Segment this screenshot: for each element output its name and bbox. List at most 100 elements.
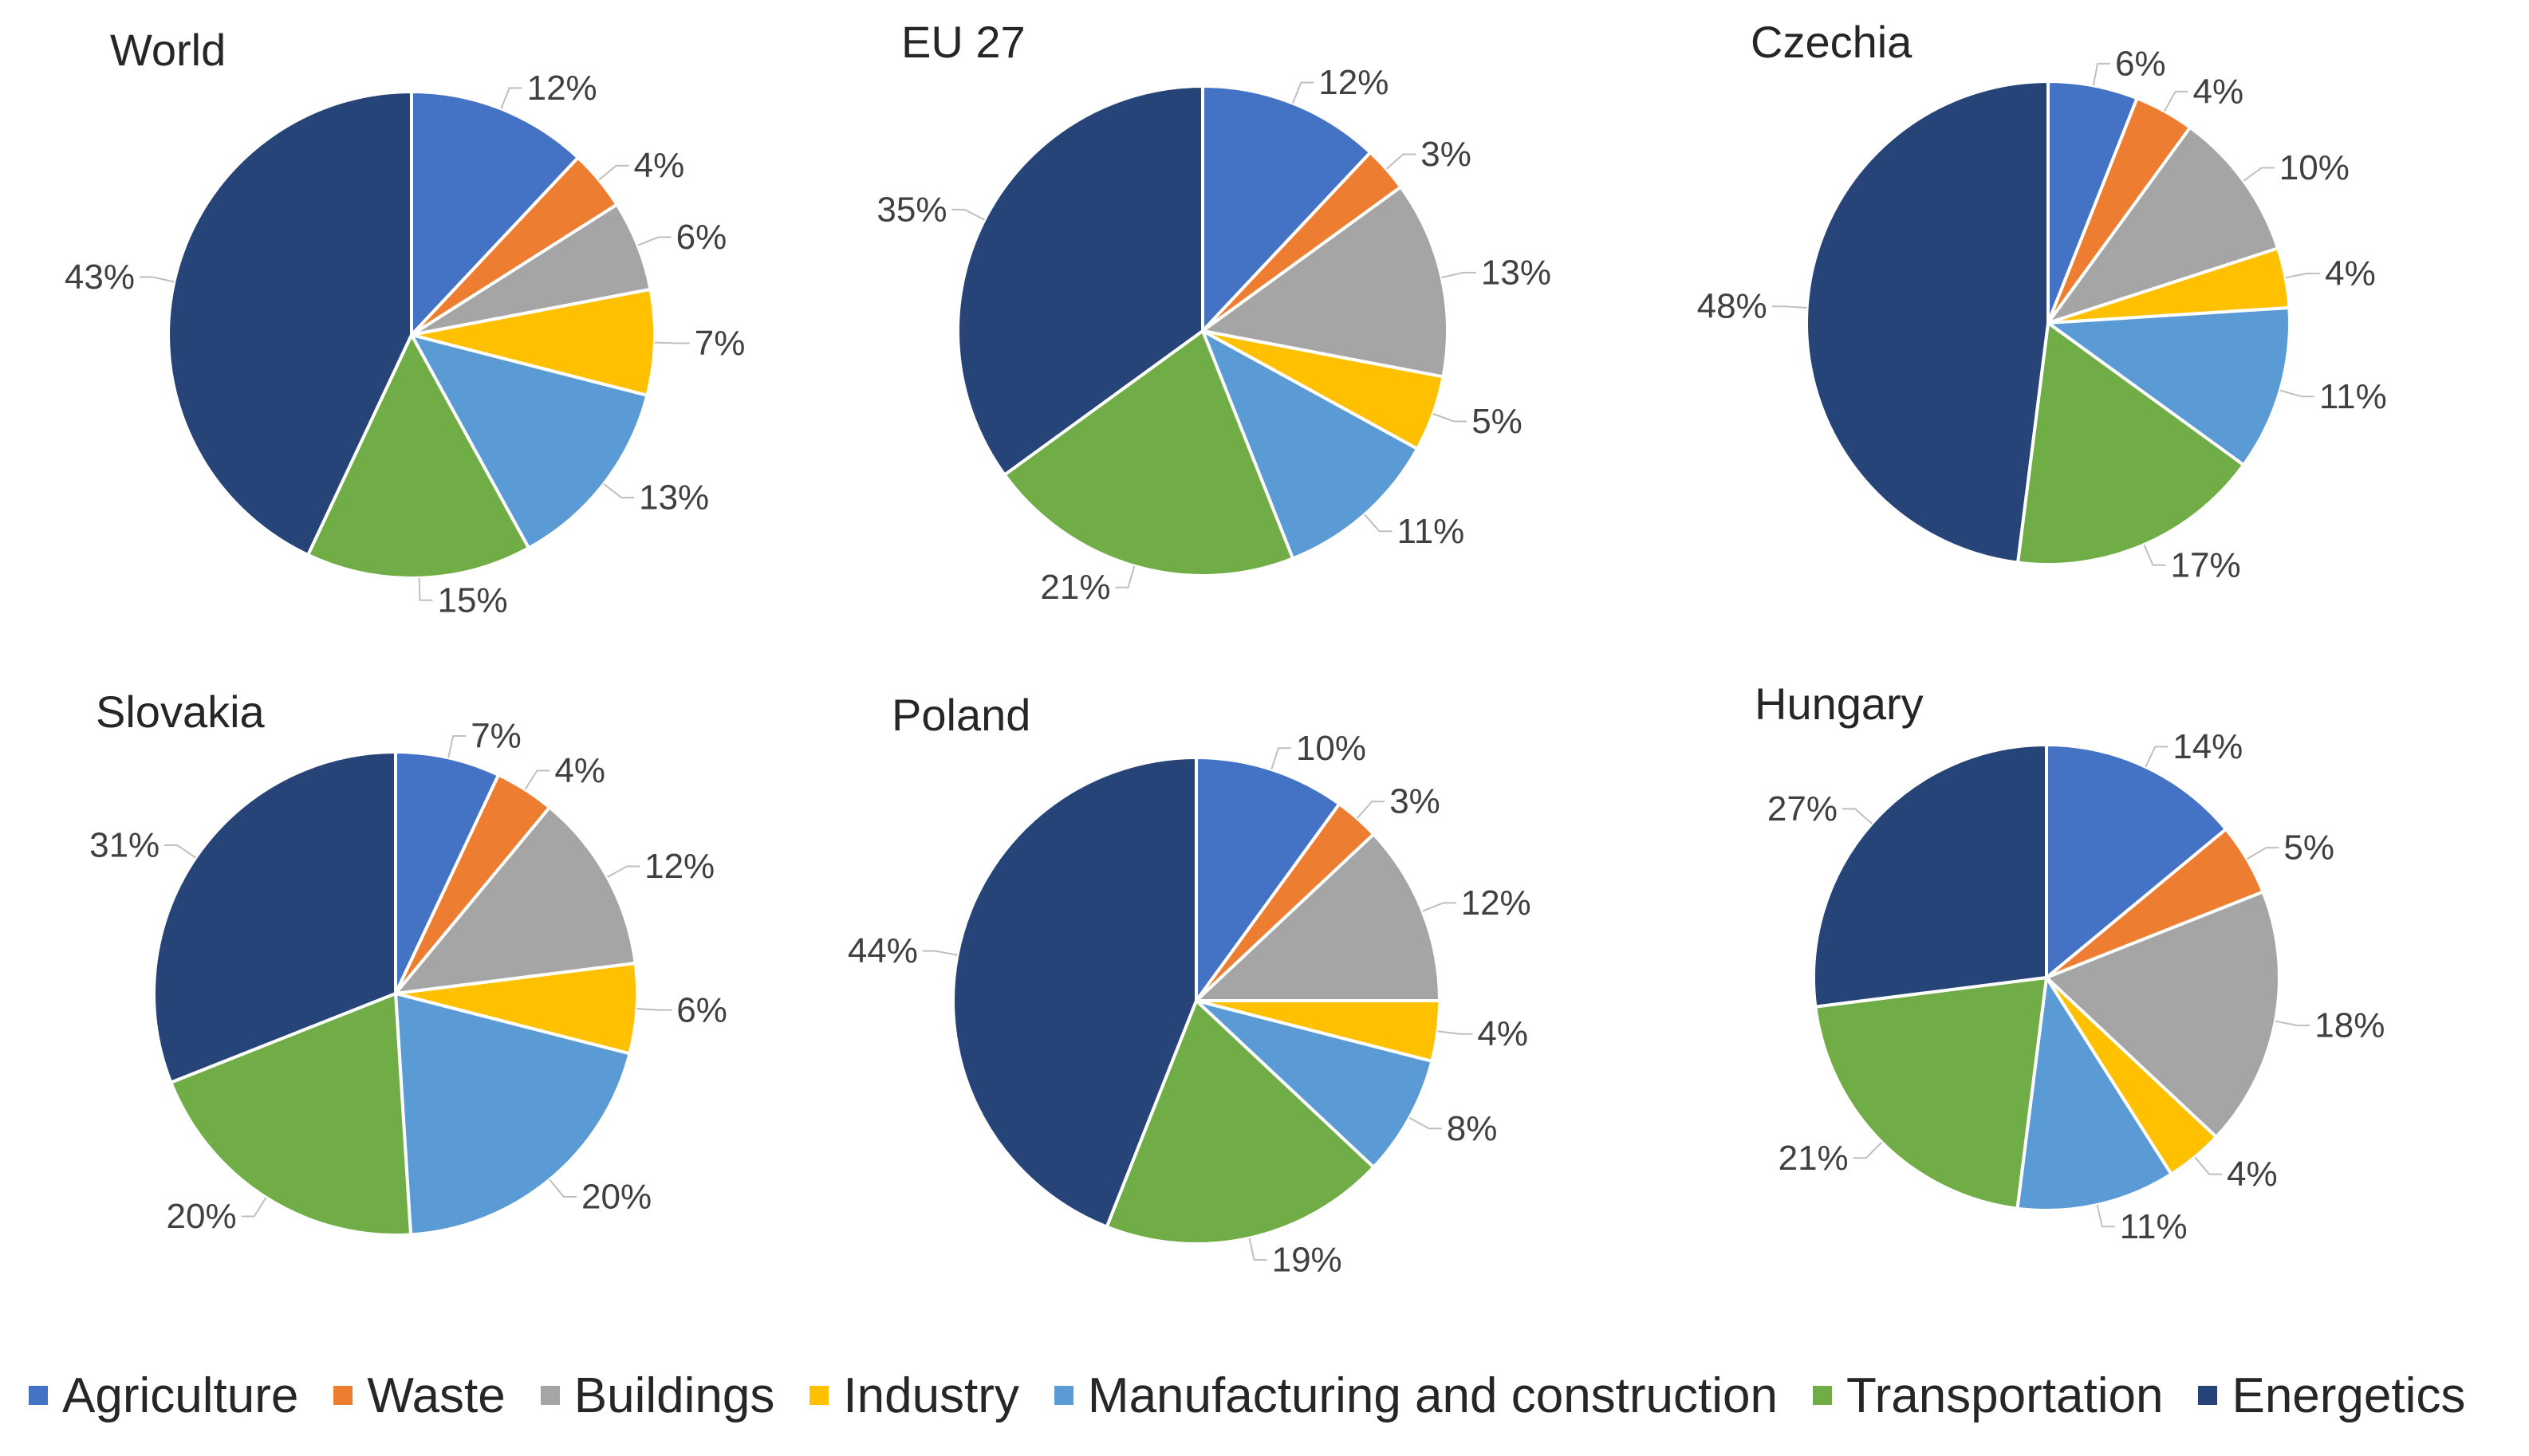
data-label-poland-agriculture: 10%: [1296, 729, 1366, 768]
data-label-poland-transportation: 19%: [1272, 1241, 1342, 1280]
pie-slice-eu-27-buildings: [1201, 185, 1449, 379]
pie-slice-eu-27-transportation: [1003, 329, 1295, 577]
legend-label-waste: Waste: [367, 1367, 506, 1423]
pie-chart-world: 12% 4% 6% 7% 13% 15% 43% World: [65, 25, 745, 620]
leader-line-eu-27-waste: [1385, 153, 1416, 170]
leader-line-poland-buildings: [1422, 902, 1456, 912]
data-label-slovakia-buildings: 12%: [644, 847, 715, 886]
data-label-world-industry: 7%: [695, 324, 746, 363]
leader-line-hungary-agriculture: [2145, 746, 2169, 768]
leader-line-czechia-waste: [2164, 90, 2188, 112]
leader-line-poland-manufacturing-and-construction: [1408, 1117, 1442, 1130]
pie-chart-slovakia: 7% 4% 12% 6% 20% 20% 31% Slovakia: [89, 687, 727, 1237]
legend-label-buildings: Buildings: [573, 1367, 775, 1423]
data-label-czechia-transportation: 17%: [2171, 545, 2241, 584]
legend-swatch-industry: [810, 1386, 829, 1405]
leader-line-poland-energetics: [922, 950, 958, 956]
data-label-poland-manufacturing-and-construction: 8%: [1447, 1109, 1498, 1148]
leader-line-hungary-manufacturing-and-construction: [2096, 1204, 2115, 1228]
leader-line-slovakia-industry: [636, 1008, 672, 1011]
data-label-hungary-industry: 4%: [2227, 1155, 2278, 1194]
data-label-czechia-waste: 4%: [2193, 72, 2244, 111]
data-label-hungary-manufacturing-and-construction: 11%: [2120, 1207, 2188, 1246]
data-label-eu-27-waste: 3%: [1420, 135, 1471, 174]
leader-line-eu-27-buildings: [1441, 271, 1476, 278]
leader-line-eu-27-energetics: [951, 208, 985, 221]
leader-line-hungary-energetics: [1842, 808, 1873, 824]
leader-line-hungary-buildings: [2275, 1020, 2310, 1026]
leader-line-slovakia-buildings: [607, 865, 640, 878]
chart-title-hungary: Hungary: [1755, 679, 1924, 729]
pie-chart-czechia: 6% 4% 10% 4% 11% 17% 48% Czechia: [1697, 17, 2387, 584]
legend-swatch-energetics: [2198, 1386, 2218, 1405]
leader-line-eu-27-transportation: [1115, 565, 1136, 588]
leader-line-czechia-manufacturing-and-construction: [2279, 389, 2314, 398]
data-label-eu-27-manufacturing-and-construction: 11%: [1397, 512, 1465, 551]
data-label-world-transportation: 15%: [438, 580, 508, 620]
legend-label-manufacturing: Manufacturing and construction: [1087, 1367, 1778, 1423]
pie-slice-slovakia-energetics: [152, 750, 397, 1084]
leader-line-world-manufacturing-and-construction: [603, 483, 635, 499]
leader-line-slovakia-waste: [524, 769, 550, 790]
leader-line-slovakia-transportation: [241, 1197, 267, 1218]
data-label-slovakia-transportation: 20%: [167, 1197, 237, 1236]
leader-line-eu-27-manufacturing-and-construction: [1364, 514, 1393, 533]
leader-line-czechia-industry: [2285, 273, 2321, 279]
pie-slice-hungary-agriculture: [2045, 743, 2228, 979]
pie-slice-czechia-manufacturing-and-construction: [2046, 305, 2291, 467]
leader-line-czechia-energetics: [1771, 305, 1807, 309]
legend-item-transportation: Transportation: [1813, 1367, 2163, 1424]
data-label-hungary-buildings: 18%: [2314, 1006, 2385, 1045]
data-label-hungary-transportation: 21%: [1779, 1139, 1849, 1178]
leader-line-world-buildings: [637, 236, 672, 246]
data-label-eu-27-transportation: 21%: [1040, 568, 1110, 607]
data-label-eu-27-agriculture: 12%: [1318, 63, 1389, 102]
legend-item-energetics: Energetics: [2198, 1367, 2465, 1424]
legend-label-industry: Industry: [843, 1367, 1019, 1423]
data-label-czechia-manufacturing-and-construction: 11%: [2319, 377, 2387, 416]
data-label-hungary-energetics: 27%: [1767, 789, 1838, 828]
legend-swatch-transportation: [1813, 1386, 1832, 1405]
legend-swatch-agriculture: [29, 1386, 48, 1405]
pie-slice-slovakia-manufacturing-and-construction: [394, 992, 632, 1237]
data-label-czechia-energetics: 48%: [1697, 287, 1767, 326]
legend-swatch-waste: [333, 1386, 353, 1405]
leader-line-poland-waste: [1356, 801, 1385, 819]
legend-item-industry: Industry: [810, 1367, 1019, 1424]
leader-line-world-energetics: [140, 276, 175, 283]
chart-title-slovakia: Slovakia: [96, 687, 266, 737]
legend: Agriculture Waste Buildings Industry Man…: [29, 1356, 2465, 1435]
pie-slice-hungary-manufacturing-and-construction: [2015, 976, 2173, 1212]
leader-line-hungary-industry: [2194, 1156, 2222, 1175]
pie-slice-hungary-transportation: [1814, 976, 2048, 1210]
leader-line-eu-27-industry: [1432, 413, 1467, 423]
leader-line-poland-agriculture: [1270, 747, 1291, 770]
leader-line-world-agriculture: [500, 87, 522, 109]
data-label-slovakia-agriculture: 7%: [471, 717, 522, 756]
pie-slice-slovakia-transportation: [169, 992, 413, 1237]
pie-chart-poland: 10% 3% 12% 4% 8% 19% 44% Poland: [848, 690, 1531, 1280]
leader-line-slovakia-agriculture: [447, 735, 467, 758]
chart-title-poland: Poland: [892, 690, 1030, 740]
data-label-hungary-agriculture: 14%: [2172, 727, 2243, 766]
pie-chart-hungary: 14% 5% 18% 4% 11% 21% 27% Hungary: [1755, 679, 2385, 1246]
leader-line-poland-industry: [1437, 1030, 1473, 1035]
leader-line-world-industry: [654, 341, 690, 344]
leader-line-world-transportation: [418, 577, 433, 601]
data-label-slovakia-energetics: 31%: [89, 826, 160, 865]
chart-title-eu-27: EU 27: [901, 17, 1026, 67]
pie-slice-czechia-energetics: [1805, 80, 2050, 565]
data-label-poland-energetics: 44%: [848, 931, 918, 970]
legend-item-agriculture: Agriculture: [29, 1367, 298, 1424]
chart-title-czechia: Czechia: [1751, 17, 1913, 67]
legend-item-waste: Waste: [333, 1367, 506, 1424]
pie-slice-poland-manufacturing-and-construction: [1195, 999, 1434, 1169]
legend-label-transportation: Transportation: [1846, 1367, 2164, 1423]
data-label-world-waste: 4%: [634, 146, 685, 185]
data-label-eu-27-energetics: 35%: [876, 190, 947, 229]
leader-line-eu-27-agriculture: [1292, 81, 1314, 104]
pie-slice-poland-energetics: [951, 756, 1198, 1229]
data-label-slovakia-waste: 4%: [554, 751, 605, 790]
data-label-poland-waste: 3%: [1389, 782, 1440, 821]
